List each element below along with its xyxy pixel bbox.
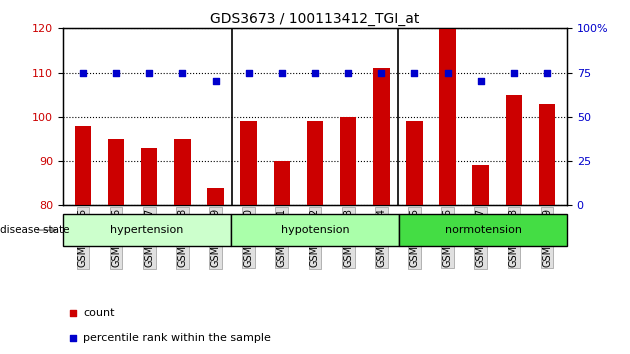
Text: hypotension: hypotension	[281, 225, 349, 235]
Text: count: count	[83, 308, 115, 318]
FancyBboxPatch shape	[231, 214, 399, 246]
Point	[410, 70, 420, 75]
Point	[542, 70, 552, 75]
Text: normotension: normotension	[445, 225, 522, 235]
FancyBboxPatch shape	[399, 214, 567, 246]
Bar	[406, 121, 423, 205]
Bar	[506, 95, 522, 205]
Bar	[340, 117, 357, 205]
Point	[78, 70, 88, 75]
Bar	[108, 139, 124, 205]
Point	[443, 70, 453, 75]
Bar	[307, 121, 323, 205]
FancyBboxPatch shape	[63, 214, 231, 246]
Point	[476, 79, 486, 84]
Text: disease state: disease state	[0, 225, 69, 235]
Text: percentile rank within the sample: percentile rank within the sample	[83, 333, 271, 343]
Bar	[207, 188, 224, 205]
Bar	[539, 104, 556, 205]
Point	[277, 70, 287, 75]
Point	[376, 70, 386, 75]
Point	[210, 79, 220, 84]
Bar	[373, 68, 389, 205]
Point	[401, 175, 411, 180]
Bar	[141, 148, 158, 205]
Point	[310, 70, 320, 75]
Bar	[74, 126, 91, 205]
Point	[244, 70, 254, 75]
Text: hypertension: hypertension	[110, 225, 184, 235]
Bar	[472, 166, 489, 205]
Point	[343, 70, 353, 75]
Bar	[273, 161, 290, 205]
Point	[177, 70, 187, 75]
Point	[111, 70, 121, 75]
Bar	[241, 121, 257, 205]
Title: GDS3673 / 100113412_TGI_at: GDS3673 / 100113412_TGI_at	[210, 12, 420, 26]
Bar	[439, 28, 456, 205]
Bar	[174, 139, 191, 205]
Point	[509, 70, 519, 75]
Point	[144, 70, 154, 75]
